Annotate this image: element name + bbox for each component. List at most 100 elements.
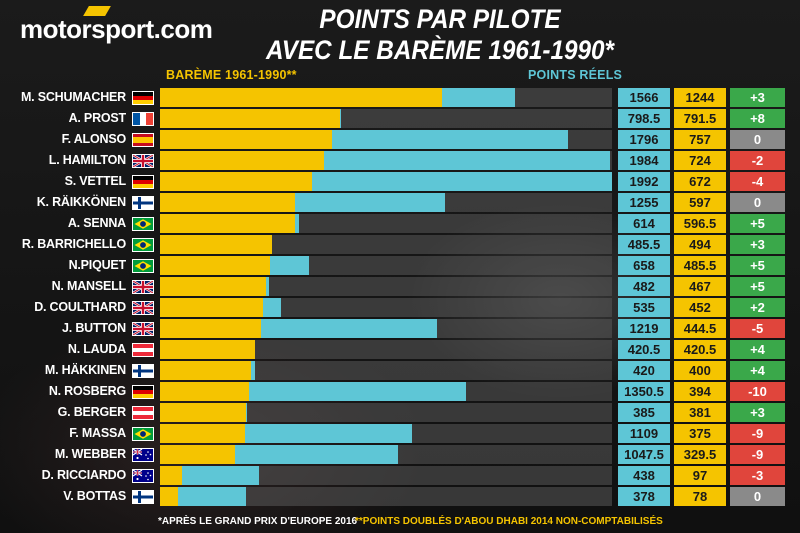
legend-bareme: BARÈME 1961-1990**	[166, 68, 297, 82]
bar-track	[160, 151, 612, 170]
value-real-points: 1796	[618, 130, 670, 149]
value-rank-difference: +3	[730, 88, 785, 107]
value-rank-difference: -3	[730, 466, 785, 485]
bar-bareme-points	[160, 130, 332, 149]
bar-track	[160, 382, 612, 401]
driver-row: R. BARRICHELLO 485.5 494 +3	[0, 235, 800, 254]
driver-row: M. HÄKKINEN 420 400 +4	[0, 361, 800, 380]
driver-row: D. COULTHARD 535 452 +2	[0, 298, 800, 317]
driver-row: M. WEBBER 1047.5 329.5 -9	[0, 445, 800, 464]
flag-icon-de	[132, 175, 154, 189]
bar-bareme-points	[160, 277, 266, 296]
value-rank-difference: -4	[730, 172, 785, 191]
value-real-points: 1219	[618, 319, 670, 338]
value-rank-difference: -9	[730, 424, 785, 443]
flag-icon-fi	[132, 196, 154, 210]
driver-name: D. RICCIARDO	[41, 468, 127, 482]
bar-bareme-points	[160, 487, 178, 506]
driver-row: A. PROST 798.5 791.5 +8	[0, 109, 800, 128]
flag-icon-es	[132, 133, 154, 147]
value-real-points: 1047.5	[618, 445, 670, 464]
driver-name: A. SENNA	[67, 216, 126, 230]
driver-name: N. ROSBERG	[48, 384, 126, 398]
driver-row: K. RÄIKKÖNEN 1255 597 0	[0, 193, 800, 212]
value-rank-difference: -5	[730, 319, 785, 338]
driver-name: F. MASSA	[69, 426, 126, 440]
driver-name: M. HÄKKINEN	[44, 363, 126, 377]
bar-real-points	[160, 487, 246, 506]
bar-track	[160, 277, 612, 296]
value-bareme-points: 1244	[674, 88, 726, 107]
flag-icon-br	[132, 259, 154, 273]
value-rank-difference: +5	[730, 214, 785, 233]
driver-row: D. RICCIARDO 438 97 -3	[0, 466, 800, 485]
value-rank-difference: -10	[730, 382, 785, 401]
bar-track	[160, 109, 612, 128]
value-bareme-points: 329.5	[674, 445, 726, 464]
value-rank-difference: -9	[730, 445, 785, 464]
value-bareme-points: 757	[674, 130, 726, 149]
bar-track	[160, 424, 612, 443]
value-real-points: 1350.5	[618, 382, 670, 401]
bar-track	[160, 487, 612, 506]
value-rank-difference: +5	[730, 256, 785, 275]
value-real-points: 1566	[618, 88, 670, 107]
driver-row: F. ALONSO 1796 757 0	[0, 130, 800, 149]
flag-icon-br	[132, 217, 154, 231]
bar-bareme-points	[160, 340, 256, 359]
driver-row: S. VETTEL 1992 672 -4	[0, 172, 800, 191]
bar-real-points	[160, 466, 260, 485]
value-real-points: 1109	[618, 424, 670, 443]
value-real-points: 1255	[618, 193, 670, 212]
flag-icon-fi	[132, 490, 154, 504]
driver-name: N.PIQUET	[68, 258, 127, 272]
driver-row: J. BUTTON 1219 444.5 -5	[0, 319, 800, 338]
value-real-points: 1984	[618, 151, 670, 170]
value-real-points: 420.5	[618, 340, 670, 359]
bar-bareme-points	[160, 298, 263, 317]
value-bareme-points: 494	[674, 235, 726, 254]
bar-track	[160, 361, 612, 380]
value-rank-difference: +3	[730, 235, 785, 254]
driver-row: L. HAMILTON 1984 724 -2	[0, 151, 800, 170]
value-bareme-points: 400	[674, 361, 726, 380]
bar-bareme-points	[160, 214, 296, 233]
value-bareme-points: 97	[674, 466, 726, 485]
bar-track	[160, 319, 612, 338]
flag-icon-at	[132, 343, 154, 357]
driver-row: N.PIQUET 658 485.5 +5	[0, 256, 800, 275]
bar-bareme-points	[160, 235, 273, 254]
value-rank-difference: -2	[730, 151, 785, 170]
flag-icon-fr	[132, 112, 154, 126]
driver-name: G. BERGER	[57, 405, 127, 419]
flag-icon-au	[132, 469, 154, 483]
driver-row: F. MASSA 1109 375 -9	[0, 424, 800, 443]
driver-name: L. HAMILTON	[48, 153, 126, 167]
flag-icon-gb	[132, 301, 154, 315]
driver-name: A. PROST	[68, 111, 127, 125]
value-bareme-points: 420.5	[674, 340, 726, 359]
bar-track	[160, 466, 612, 485]
value-bareme-points: 467	[674, 277, 726, 296]
footnote-2: **POINTS DOUBLÉS D'ABOU DHABI 2014 NON-C…	[355, 516, 663, 527]
driver-name: N. MANSELL	[51, 279, 127, 293]
logo-text: motorsport.com	[20, 14, 213, 44]
flag-icon-fi	[132, 364, 154, 378]
chart-title-line2: AVEC LE BARÈME 1961-1990*	[266, 35, 614, 65]
value-real-points: 420	[618, 361, 670, 380]
value-bareme-points: 672	[674, 172, 726, 191]
value-bareme-points: 485.5	[674, 256, 726, 275]
bar-bareme-points	[160, 403, 247, 422]
flag-icon-au	[132, 448, 154, 462]
flag-icon-gb	[132, 322, 154, 336]
driver-name: K. RÄIKKÖNEN	[36, 195, 126, 209]
value-real-points: 378	[618, 487, 670, 506]
value-rank-difference: 0	[730, 130, 785, 149]
value-real-points: 1992	[618, 172, 670, 191]
bar-track	[160, 88, 612, 107]
bar-bareme-points	[160, 256, 271, 275]
driver-row: N. ROSBERG 1350.5 394 -10	[0, 382, 800, 401]
flag-icon-br	[132, 427, 154, 441]
value-bareme-points: 78	[674, 487, 726, 506]
driver-row: N. MANSELL 482 467 +5	[0, 277, 800, 296]
